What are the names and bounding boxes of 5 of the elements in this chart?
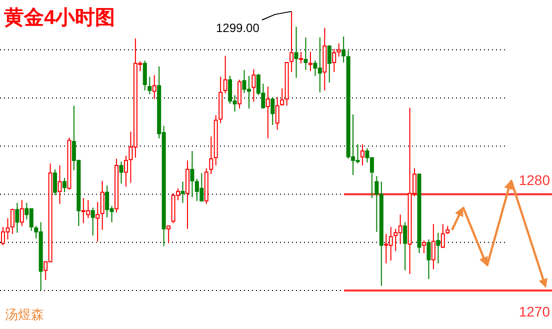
annotation: 1299.00 <box>216 21 260 35</box>
chart-title: 黄金4小时图 <box>3 7 116 29</box>
annotation: 1280 <box>518 172 550 188</box>
annotation: 汤煜森 <box>5 307 44 322</box>
annotation: 1270 <box>518 304 550 320</box>
